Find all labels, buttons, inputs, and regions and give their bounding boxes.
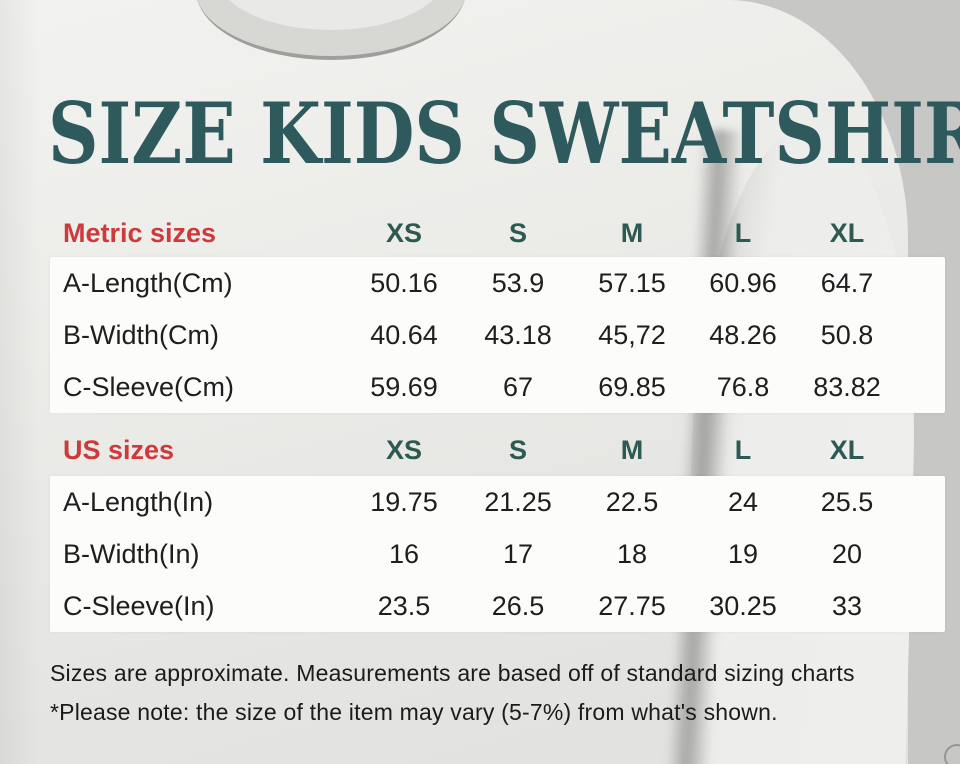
cell-s: 53.9 bbox=[491, 267, 545, 298]
cell-s: 21.25 bbox=[484, 486, 552, 517]
metric-header-row: Metric sizes XS S M L XL bbox=[50, 214, 945, 252]
cell-m: 27.75 bbox=[598, 590, 666, 621]
cell-xl: 25.5 bbox=[820, 486, 874, 517]
cell-l: 19 bbox=[727, 538, 759, 569]
footnote-approximate: Sizes are approximate. Measurements are … bbox=[50, 660, 855, 686]
size-column-m: M bbox=[620, 217, 644, 248]
us-sizes-label: US sizes bbox=[63, 434, 175, 465]
row-label: B-Width(Cm) bbox=[63, 319, 219, 350]
us-header-row: US sizes XS S M L XL bbox=[50, 431, 945, 469]
cell-xs: 40.64 bbox=[370, 319, 438, 350]
table-row: C-Sleeve(In) 23.5 26.5 27.75 30.25 33 bbox=[50, 580, 945, 632]
cell-xs: 59.69 bbox=[370, 371, 438, 402]
table-row: A-Length(In) 19.75 21.25 22.5 24 25.5 bbox=[50, 476, 945, 528]
watermark-circle bbox=[944, 744, 960, 764]
row-label: C-Sleeve(Cm) bbox=[63, 371, 235, 402]
cell-xl: 33 bbox=[831, 590, 863, 621]
cell-m: 57.15 bbox=[598, 267, 666, 298]
size-column-l: L bbox=[734, 217, 752, 248]
size-column-m: M bbox=[620, 434, 644, 465]
cell-s: 17 bbox=[502, 538, 534, 569]
row-label: A-Length(In) bbox=[63, 486, 214, 517]
size-column-xl: XL bbox=[829, 434, 865, 465]
cell-xl: 50.8 bbox=[820, 319, 874, 350]
us-table: A-Length(In) 19.75 21.25 22.5 24 25.5 B-… bbox=[50, 476, 945, 632]
cell-m: 18 bbox=[616, 538, 648, 569]
cell-l: 48.26 bbox=[709, 319, 777, 350]
page-title: SIZE KIDS SWEATSHIRT bbox=[48, 83, 960, 184]
cell-s: 43.18 bbox=[484, 319, 552, 350]
row-label: C-Sleeve(In) bbox=[63, 590, 215, 621]
row-label: B-Width(In) bbox=[63, 538, 200, 569]
left-edge-shading bbox=[0, 0, 40, 764]
cell-xs: 50.16 bbox=[370, 267, 438, 298]
cell-l: 76.8 bbox=[716, 371, 770, 402]
size-column-s: S bbox=[508, 434, 527, 465]
cell-s: 67 bbox=[502, 371, 534, 402]
metric-sizes-label: Metric sizes bbox=[63, 217, 217, 248]
size-column-xs: XS bbox=[385, 217, 423, 248]
cell-m: 22.5 bbox=[605, 486, 659, 517]
table-row: A-Length(Cm) 50.16 53.9 57.15 60.96 64.7 bbox=[50, 257, 945, 309]
size-column-s: S bbox=[508, 217, 527, 248]
cell-m: 69.85 bbox=[598, 371, 666, 402]
footnote-variance: *Please note: the size of the item may v… bbox=[50, 699, 778, 725]
size-column-xl: XL bbox=[829, 217, 865, 248]
cell-m: 45,72 bbox=[598, 319, 666, 350]
cell-xl: 20 bbox=[831, 538, 863, 569]
cell-l: 30.25 bbox=[709, 590, 777, 621]
cell-xs: 16 bbox=[388, 538, 420, 569]
metric-table: A-Length(Cm) 50.16 53.9 57.15 60.96 64.7… bbox=[50, 257, 945, 413]
size-column-l: L bbox=[734, 434, 752, 465]
cell-l: 24 bbox=[727, 486, 759, 517]
cell-xl: 83.82 bbox=[813, 371, 881, 402]
table-row: B-Width(Cm) 40.64 43.18 45,72 48.26 50.8 bbox=[50, 309, 945, 361]
size-column-xs: XS bbox=[385, 434, 423, 465]
cell-xs: 23.5 bbox=[377, 590, 431, 621]
cell-l: 60.96 bbox=[709, 267, 777, 298]
cell-xl: 64.7 bbox=[820, 267, 874, 298]
cell-s: 26.5 bbox=[491, 590, 545, 621]
table-row: B-Width(In) 16 17 18 19 20 bbox=[50, 528, 945, 580]
cell-xs: 19.75 bbox=[370, 486, 438, 517]
table-row: C-Sleeve(Cm) 59.69 67 69.85 76.8 83.82 bbox=[50, 361, 945, 413]
row-label: A-Length(Cm) bbox=[63, 267, 233, 298]
